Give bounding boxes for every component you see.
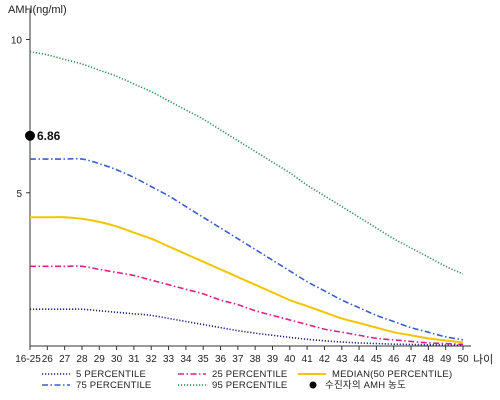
x-tick-label: 31 [128, 354, 140, 365]
x-tick-label: 32 [146, 354, 158, 365]
x-tick-label: 40 [284, 354, 296, 365]
legend-label-median-50-percentile: MEDIAN(50 PERCENTILE) [332, 369, 452, 380]
legend-label-25-percentile: 25 PERCENTILE [212, 369, 287, 380]
series-layer [29, 50, 464, 347]
patient-amh-value-label: 6.86 [37, 129, 61, 143]
y-axis-label: AMH(ng/ml) [8, 4, 67, 16]
y-tick-label: 5 [16, 189, 22, 200]
y-tick-label: 10 [11, 36, 23, 47]
x-tick-label: 49 [440, 354, 452, 365]
x-tick-label: 47 [405, 354, 417, 365]
x-tick-label: 37 [232, 354, 244, 365]
series-line-95-percentile [29, 50, 464, 275]
x-tick-label: 39 [267, 354, 279, 365]
x-tick-label: 26 [42, 354, 54, 365]
legend-label-95-percentile: 95 PERCENTILE [212, 380, 287, 391]
x-tick-label: 45 [371, 354, 383, 365]
x-axis-label: 나이 [473, 353, 493, 366]
axes-layer: AMH(ng/ml) 5 10 16-25 26 27 28 29 30 31 32 33 34 35 36… [8, 4, 493, 366]
x-tick-label: 27 [59, 354, 71, 365]
series-line-median-50-percentile [29, 216, 464, 344]
legend-swatch-patient [309, 381, 317, 389]
legend-label-5-percentile: 5 PERCENTILE [76, 369, 146, 380]
x-tick-label: 34 [180, 354, 192, 365]
patient-amh-marker [25, 130, 35, 141]
series-line-25-percentile [29, 265, 464, 346]
x-tick-label: 42 [319, 354, 331, 365]
x-tick-label: 36 [215, 354, 227, 365]
legend-label-patient: 수진자의 AMH 농도 [325, 380, 406, 391]
x-tick-label: 46 [388, 354, 400, 365]
x-tick-label: 38 [250, 354, 262, 365]
x-tick-label: 33 [163, 354, 175, 365]
x-tick-label: 50 [457, 354, 469, 365]
legend-layer: 5 PERCENTILE 25 PERCENTILE MEDIAN(50 PERCE… [42, 369, 452, 391]
x-tick-label: 41 [302, 354, 314, 365]
x-tick-label: 48 [423, 354, 435, 365]
patient-layer: 6.86 [25, 129, 61, 143]
x-tick-label: 44 [354, 354, 366, 365]
x-tick-label: 43 [336, 354, 348, 365]
x-tick-label: 29 [94, 354, 106, 365]
legend-label-75-percentile: 75 PERCENTILE [76, 380, 151, 391]
series-line-75-percentile [29, 157, 464, 341]
x-tick-label: 28 [76, 354, 88, 365]
x-tick-label: 30 [111, 354, 123, 365]
x-tick-label: 16-25 [15, 354, 41, 365]
x-tick-label: 35 [198, 354, 210, 365]
